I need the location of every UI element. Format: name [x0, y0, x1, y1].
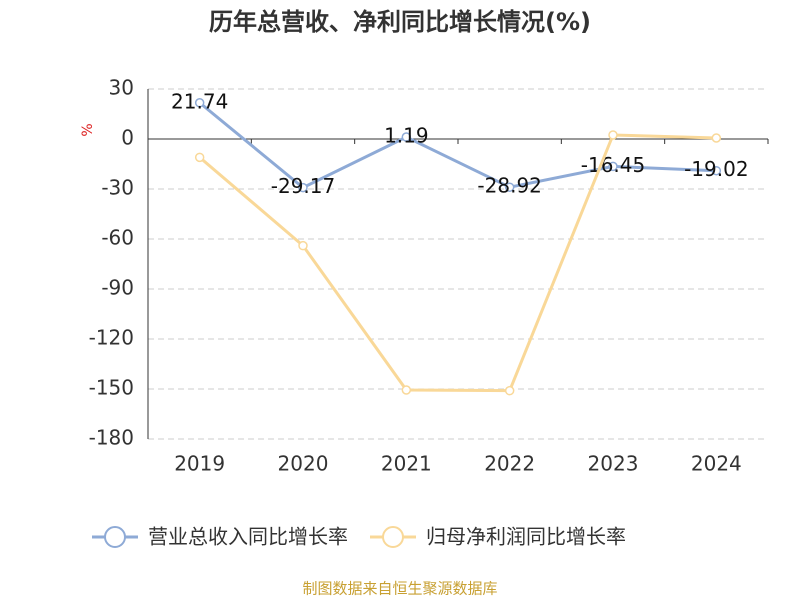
legend-marker: [104, 526, 126, 548]
data-point: [401, 385, 412, 395]
data-label: -16.45: [581, 153, 645, 177]
data-label: -28.92: [477, 174, 541, 198]
y-tick-label: 0: [121, 126, 134, 150]
x-tick-label: 2021: [381, 452, 432, 476]
y-tick-label: -60: [101, 226, 134, 250]
data-label: -29.17: [271, 174, 335, 198]
data-point: [504, 182, 515, 192]
y-tick-label: -90: [101, 276, 134, 300]
series-line: [198, 133, 717, 393]
y-tick-label: 30: [109, 76, 134, 100]
legend-marker: [382, 526, 404, 548]
y-tick-label: -150: [89, 376, 134, 400]
x-tick-label: 2020: [278, 452, 329, 476]
data-point: [711, 133, 722, 143]
x-tick-label: 2024: [691, 452, 742, 476]
data-label: -19.02: [684, 157, 748, 181]
y-tick-label: -30: [101, 176, 134, 200]
data-point: [194, 98, 205, 108]
legend-label: 归母净利润同比增长率: [426, 525, 626, 549]
data-point: [608, 161, 618, 172]
data-point: [194, 152, 205, 163]
legend-label: 营业总收入同比增长率: [148, 525, 348, 549]
data-point: [711, 165, 722, 176]
y-tick-label: -120: [89, 326, 134, 350]
data-point: [504, 385, 515, 396]
data-point: [298, 240, 308, 251]
x-tick-label: 2022: [484, 452, 535, 476]
y-axis-label: %: [80, 123, 96, 136]
y-tick-label: -180: [89, 426, 134, 450]
x-tick-label: 2019: [174, 452, 225, 476]
data-point: [608, 130, 618, 140]
chart-title: 历年总营收、净利同比增长情况(%): [209, 8, 591, 36]
series-line: [198, 101, 717, 190]
x-tick-label: 2023: [588, 452, 639, 476]
data-point: [298, 182, 308, 193]
data-label: 1.19: [384, 124, 429, 148]
source-note: 制图数据来自恒生聚源数据库: [302, 580, 497, 598]
data-label: 21.74: [171, 89, 228, 113]
data-point: [401, 132, 412, 142]
